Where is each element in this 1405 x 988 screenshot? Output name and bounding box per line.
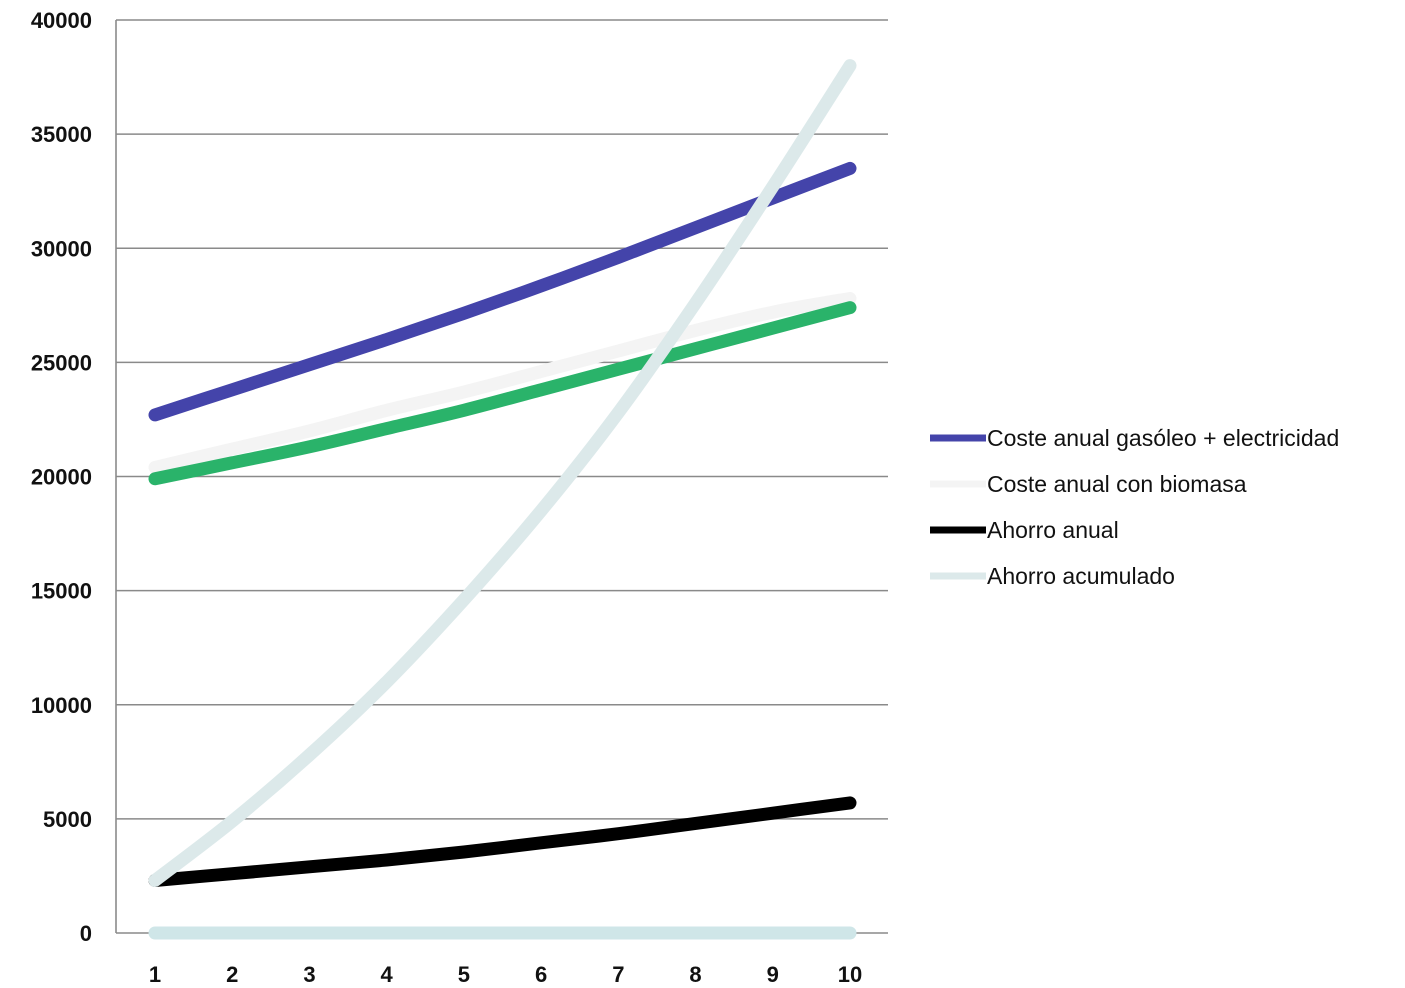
x-tick-labels: 1 2 3 4 5 6 7 8 9 10 <box>149 962 862 987</box>
x-tick-label: 8 <box>689 962 701 987</box>
y-tick-label: 5000 <box>43 807 92 832</box>
y-tick-label: 40000 <box>31 8 92 33</box>
legend-label: Ahorro acumulado <box>987 563 1175 589</box>
legend-label: Coste anual gasóleo + electricidad <box>987 425 1339 451</box>
x-tick-label: 4 <box>381 962 394 987</box>
series-line-green <box>148 301 857 486</box>
legend: Coste anual gasóleo + electricidad Coste … <box>930 425 1339 589</box>
y-tick-label: 25000 <box>31 350 92 375</box>
y-tick-label: 30000 <box>31 236 92 261</box>
y-tick-label: 35000 <box>31 122 92 147</box>
series-line-coste-biomasa <box>148 292 857 474</box>
series-line-ahorro-anual <box>148 796 857 887</box>
y-tick-label: 15000 <box>31 579 92 604</box>
legend-label: Ahorro anual <box>987 517 1119 543</box>
series-line-coste-gasoleo <box>148 161 857 422</box>
x-tick-label: 7 <box>612 962 624 987</box>
x-tick-label: 10 <box>838 962 862 987</box>
series-lines <box>148 59 857 940</box>
y-tick-label: 10000 <box>31 693 92 718</box>
series-line-ahorro-acumulado <box>148 59 857 887</box>
x-tick-label: 9 <box>767 962 779 987</box>
x-tick-label: 5 <box>458 962 470 987</box>
gridlines <box>116 19 888 934</box>
legend-label: Coste anual con biomasa <box>987 471 1247 497</box>
x-tick-label: 6 <box>535 962 547 987</box>
x-tick-label: 1 <box>149 962 161 987</box>
x-tick-label: 3 <box>303 962 315 987</box>
y-tick-label: 20000 <box>31 465 92 490</box>
y-tick-labels: 0 5000 10000 15000 20000 25000 30000 35000 40000 <box>31 8 92 946</box>
y-tick-label: 0 <box>80 921 92 946</box>
x-tick-label: 2 <box>226 962 238 987</box>
